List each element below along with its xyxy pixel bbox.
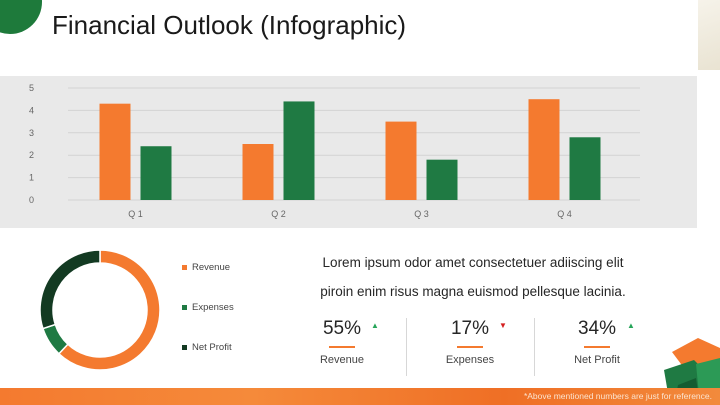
kpi-expenses: 17% ▼ Expenses — [411, 318, 529, 366]
legend-item-expenses: Expenses — [182, 302, 234, 313]
x-tick-label: Q 2 — [271, 209, 286, 219]
kpi-underline — [457, 346, 483, 348]
kpi-divider — [534, 318, 535, 376]
description-line-1: Lorem ipsum odor amet consectetuer adiis… — [322, 255, 624, 270]
trend-up-icon: ▲ — [627, 321, 635, 330]
y-tick-label: 5 — [29, 83, 34, 93]
legend-swatch-net-profit — [182, 345, 187, 350]
kpi-net-profit: 34% ▲ Net Profit — [538, 318, 656, 366]
bottom-strip — [0, 388, 720, 405]
kpi-value-revenue: 55% — [322, 318, 362, 339]
x-tick-label: Q 1 — [128, 209, 143, 219]
x-tick-label: Q 4 — [557, 209, 572, 219]
corner-decoration — [0, 0, 42, 34]
y-tick-label: 3 — [29, 128, 34, 138]
bar-green-1 — [140, 146, 172, 200]
kpi-revenue: 55% ▲ Revenue — [283, 318, 401, 366]
donut-slice-net-profit — [40, 250, 101, 330]
legend-label-net-profit: Net Profit — [192, 342, 232, 353]
kpi-label-revenue: Revenue — [319, 354, 365, 366]
kpi-divider — [406, 318, 407, 376]
legend-swatch-revenue — [182, 265, 187, 270]
bar-green-4 — [569, 137, 601, 200]
kpi-label-net-profit: Net Profit — [574, 354, 620, 366]
legend-swatch-expenses — [182, 305, 187, 310]
footnote: *Above mentioned numbers are just for re… — [523, 391, 712, 401]
legend-item-revenue: Revenue — [182, 262, 230, 273]
trend-down-icon: ▼ — [499, 321, 507, 330]
kpi-value-net-profit: 34% — [577, 318, 617, 339]
kpi-value-expenses: 17% — [450, 318, 490, 339]
bar-orange-3 — [385, 121, 417, 200]
kpi-underline — [329, 346, 355, 348]
kpi-label-expenses: Expenses — [445, 354, 495, 366]
bar-orange-2 — [242, 144, 274, 200]
bar-green-2 — [283, 101, 315, 200]
y-tick-label: 4 — [29, 105, 34, 115]
y-tick-label: 1 — [29, 173, 34, 183]
legend-item-net-profit: Net Profit — [182, 342, 232, 353]
corner-shadow-decoration — [698, 0, 720, 70]
y-tick-label: 0 — [29, 195, 34, 205]
description-line-2: piroin enim risus magna euismod pellesqu… — [320, 284, 626, 299]
bar-orange-1 — [99, 103, 131, 200]
kpi-underline — [584, 346, 610, 348]
page-title: Financial Outlook (Infographic) — [52, 10, 407, 40]
legend-label-revenue: Revenue — [192, 262, 231, 273]
donut-chart — [40, 250, 160, 370]
y-tick-label: 2 — [29, 150, 34, 160]
bar-green-3 — [426, 159, 458, 200]
legend-label-expenses: Expenses — [192, 302, 234, 313]
x-tick-label: Q 3 — [414, 209, 429, 219]
bar-orange-4 — [528, 99, 560, 200]
trend-up-icon: ▲ — [371, 321, 379, 330]
bar-chart: 0 1 2 3 4 5 Q 1 Q 2 Q 3 Q 4 — [29, 83, 640, 219]
description-text: Lorem ipsum odor amet consectetuer adiis… — [293, 248, 653, 306]
